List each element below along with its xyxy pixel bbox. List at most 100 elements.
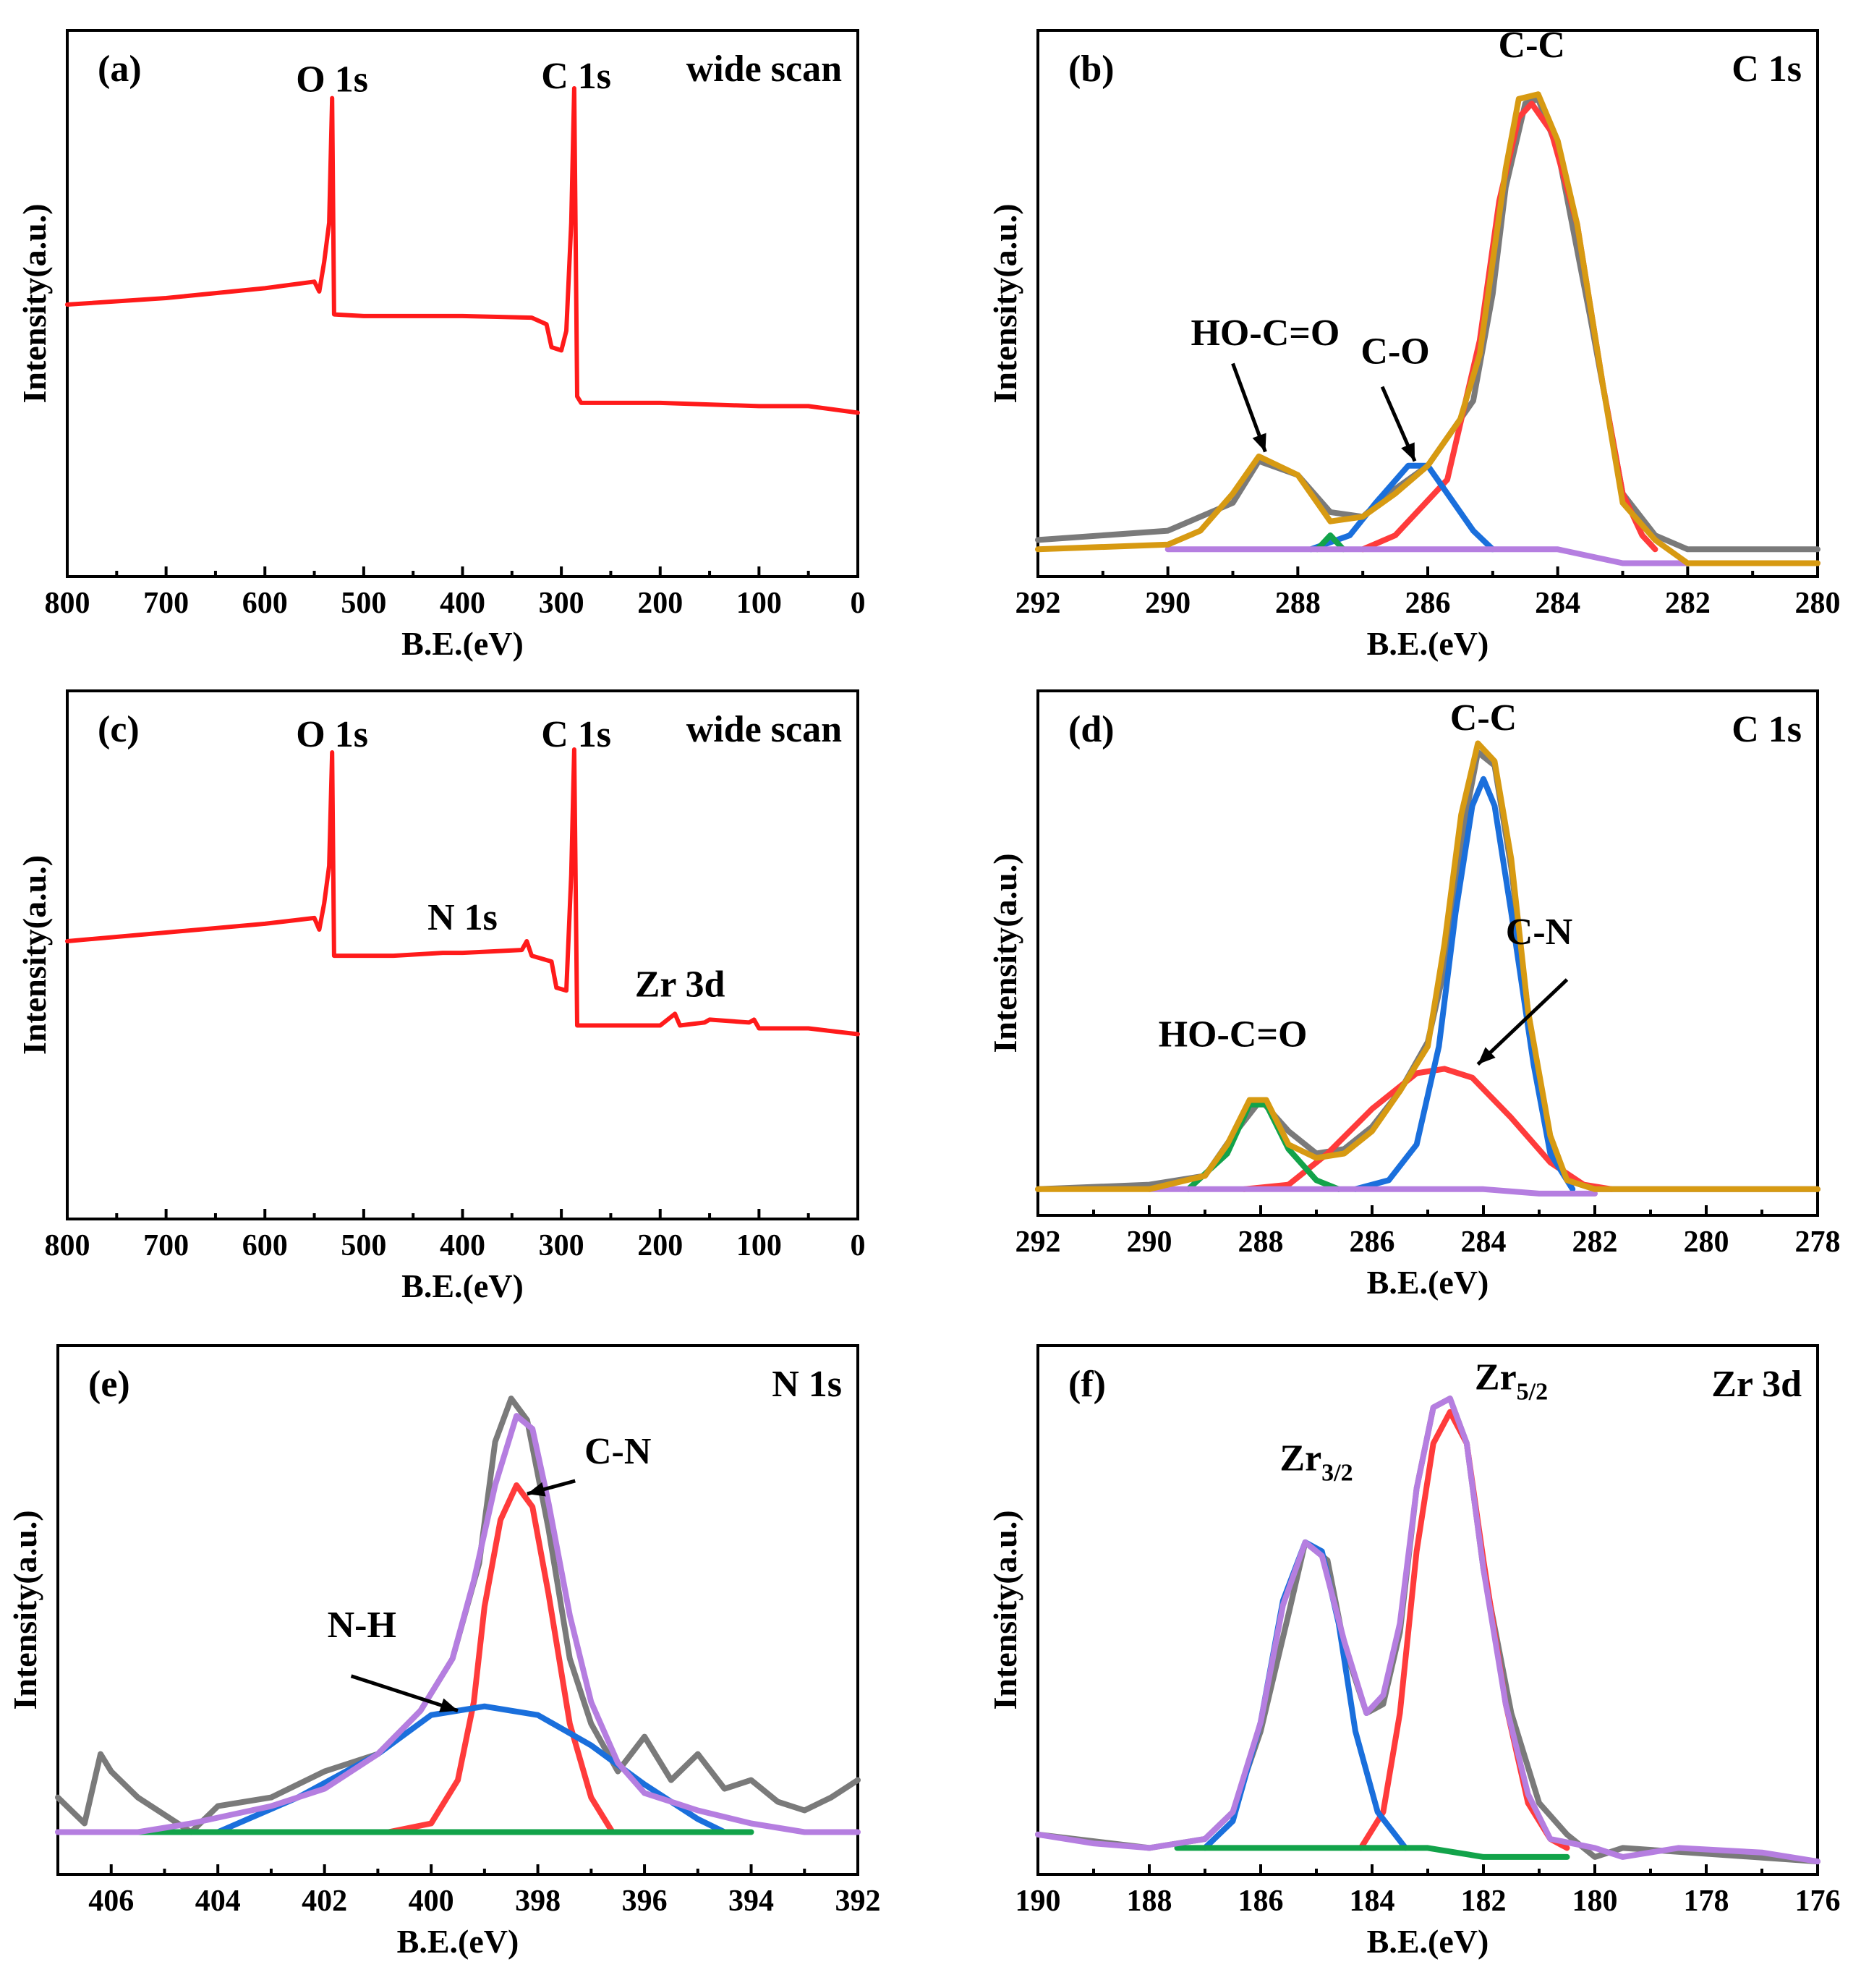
x-tick-label: 284: [1461, 1225, 1507, 1259]
y-axis-label: Intensity(a.u.): [987, 203, 1023, 403]
corner-label: C 1s: [1732, 709, 1802, 750]
peak-label: C 1s: [541, 56, 611, 97]
series-line-background: [1174, 1845, 1570, 1860]
arrow-head: [1252, 433, 1266, 452]
plot-frame: [56, 1344, 859, 1876]
panel-b: 292 290 288 286 284 282 280 B.E.(eV) Intensity(a…: [987, 25, 1841, 662]
x-tick-label: 600: [242, 587, 288, 620]
x-tick-label: 288: [1238, 1225, 1284, 1259]
x-tick-label: 406: [88, 1885, 134, 1918]
x-tick-label: 278: [1795, 1225, 1841, 1259]
x-axis-label: B.E.(eV): [397, 1923, 519, 1960]
x-tick-label: 292: [1015, 587, 1061, 620]
x-tick-label: 280: [1684, 1225, 1729, 1259]
x-tick-label: 286: [1405, 587, 1451, 620]
y-axis-label: Intensity(a.u.): [987, 853, 1023, 1053]
x-tick-label: 404: [195, 1885, 241, 1918]
arrow-head: [1478, 1047, 1496, 1065]
x-tick-label: 176: [1795, 1885, 1841, 1918]
x-axis-label: B.E.(eV): [1367, 1264, 1489, 1301]
corner-label: N 1s: [772, 1364, 842, 1405]
series-line-ho-c-o: [1185, 1101, 1342, 1192]
x-tick-label: 282: [1572, 1225, 1618, 1259]
plot-frame: [1036, 29, 1819, 578]
series-line-raw: [1035, 95, 1820, 553]
panel-label: (e): [88, 1364, 130, 1405]
y-axis-label: Intensity(a.u.): [7, 1510, 43, 1709]
y-axis-label: Intensity(a.u.): [16, 855, 53, 1055]
series-line-envelope: [55, 1413, 861, 1835]
x-tick-label: 292: [1015, 1225, 1061, 1259]
x-tick-label: 400: [440, 1229, 485, 1262]
x-tick-label: 190: [1015, 1885, 1061, 1918]
peak-label: HO-C=O: [1191, 313, 1340, 354]
corner-label: Zr 3d: [1711, 1364, 1802, 1405]
peak-label: C-C: [1450, 697, 1517, 739]
peak-label: C-C: [1499, 25, 1565, 66]
x-tick-label: 182: [1461, 1885, 1507, 1918]
panel-e: 406 404 402 400 398 396 394 392 B.E.(eV) Intensit…: [7, 1344, 881, 1960]
x-axis-label: B.E.(eV): [1367, 625, 1489, 662]
x-tick-label: 284: [1535, 587, 1580, 620]
x-tick-label: 500: [341, 1229, 386, 1262]
series-line-fit: [1035, 740, 1820, 1192]
peak-label: C-N: [584, 1431, 651, 1472]
series-line-c-o: [1308, 462, 1496, 553]
x-tick-label: 0: [851, 587, 866, 620]
x-tick-label: 100: [736, 587, 782, 620]
corner-label: C 1s: [1732, 48, 1802, 90]
x-tick-label: 290: [1145, 587, 1191, 620]
peak-label: C 1s: [541, 714, 611, 755]
series-line-survey: [65, 747, 860, 1037]
series-line-ho-c-o: [1314, 532, 1347, 553]
peak-label: Zr3/2: [1279, 1438, 1353, 1487]
peak-label: Zr5/2: [1475, 1357, 1548, 1406]
x-tick-label: 396: [622, 1885, 668, 1918]
panel-a: 800 700 600 500 400 300 200 100 0 B.E.(eV) Intensi…: [16, 29, 866, 662]
x-axis-label: B.E.(eV): [401, 1267, 524, 1304]
corner-label: wide scan: [686, 709, 842, 750]
annotation-arrow: [350, 1674, 459, 1713]
x-tick-label: 398: [515, 1885, 561, 1918]
y-axis-label: Intensity(a.u.): [16, 203, 53, 403]
panel-c: 800 700 600 500 400 300 200 100 0 B.E.(eV) Intensi…: [16, 689, 866, 1304]
panel-label: (c): [98, 709, 140, 750]
peak-label: C-O: [1360, 331, 1429, 373]
x-tick-label: 392: [835, 1885, 881, 1918]
x-tick-label: 180: [1572, 1885, 1618, 1918]
panel-d: 292 290 288 286 284 282 280 278 B.E.(eV) Intensit…: [987, 689, 1841, 1301]
x-tick-label: 600: [242, 1229, 288, 1262]
x-tick-label: 300: [539, 587, 584, 620]
x-tick-label: 290: [1127, 1225, 1172, 1259]
series-line-zr-5-2: [1358, 1409, 1570, 1851]
x-tick-label: 188: [1127, 1885, 1172, 1918]
x-tick-label: 800: [45, 1229, 90, 1262]
y-axis-label: Intensity(a.u.): [987, 1510, 1023, 1709]
x-tick-label: 400: [440, 587, 485, 620]
panel-label: (f): [1068, 1364, 1106, 1405]
x-tick-label: 184: [1350, 1885, 1395, 1918]
x-tick-label: 500: [341, 587, 386, 620]
series-line-c-c: [1352, 776, 1576, 1192]
series-line-raw: [1035, 749, 1820, 1192]
x-tick-label: 402: [302, 1885, 347, 1918]
x-tick-label: 394: [728, 1885, 774, 1918]
x-tick-label: 280: [1795, 587, 1841, 620]
x-tick-label: 282: [1665, 587, 1711, 620]
x-axis-label: B.E.(eV): [401, 625, 524, 662]
peak-label: N 1s: [427, 897, 498, 938]
arrow-head: [439, 1698, 458, 1712]
series-line-survey: [65, 86, 860, 415]
x-axis-label: B.E.(eV): [1367, 1923, 1489, 1960]
annotation-arrow: [1476, 978, 1569, 1066]
x-tick-label: 300: [539, 1229, 584, 1262]
x-tick-label: 100: [736, 1229, 782, 1262]
arrow-head: [1401, 442, 1415, 462]
series-line-envelope: [1035, 1396, 1820, 1865]
x-tick-label: 288: [1275, 587, 1321, 620]
x-tick-label: 400: [409, 1885, 454, 1918]
series-line-raw: [55, 1396, 861, 1835]
x-tick-label: 200: [637, 587, 683, 620]
series-line-background: [1146, 1186, 1598, 1197]
